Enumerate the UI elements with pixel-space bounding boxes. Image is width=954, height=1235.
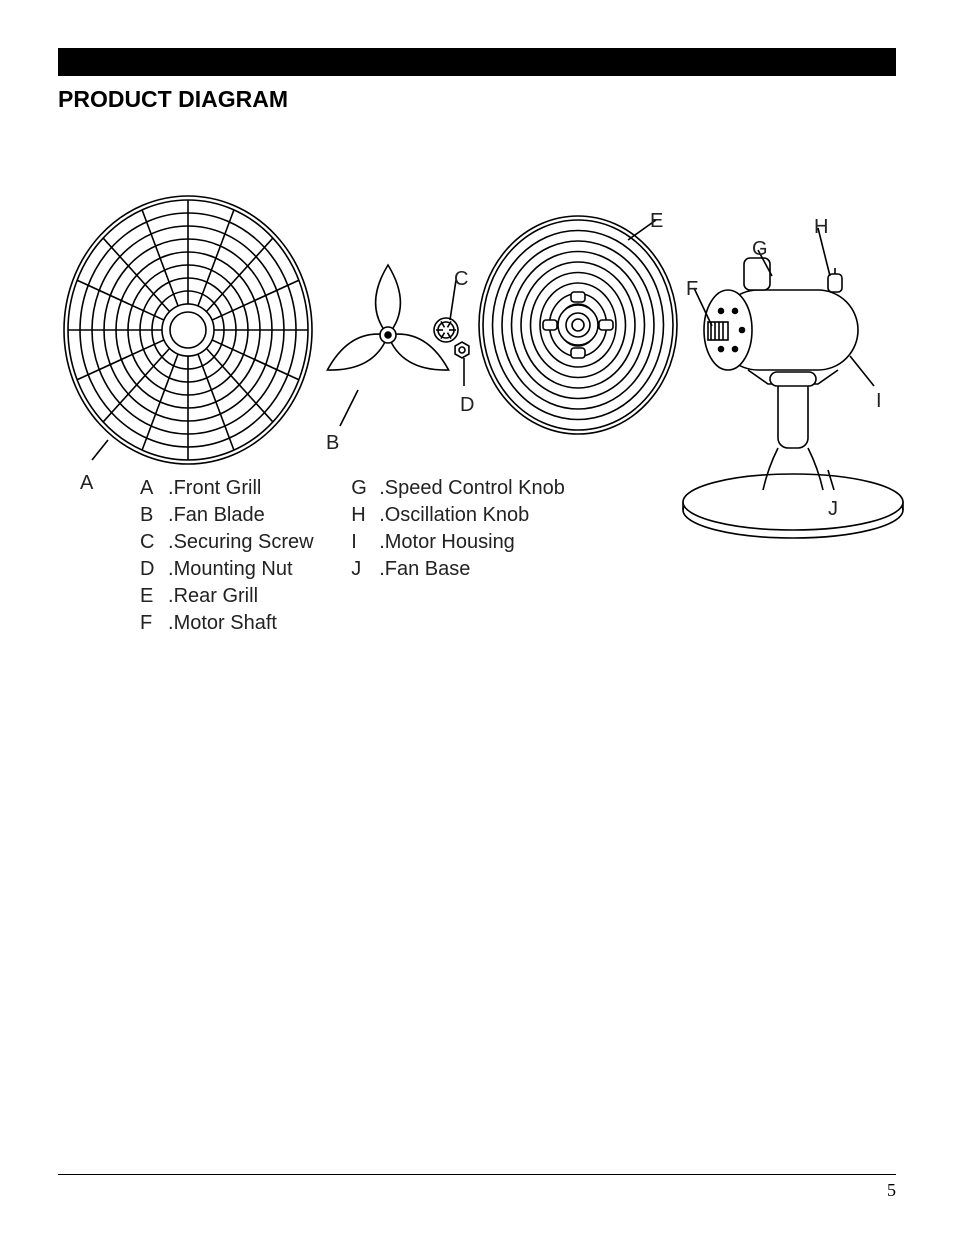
callout-a: A	[80, 472, 93, 495]
section-title: PRODUCT DIAGRAM	[58, 86, 288, 113]
callout-h: H	[814, 216, 828, 239]
legend-item: E. Rear Grill	[140, 583, 314, 610]
legend-item: J. Fan Base	[351, 556, 565, 583]
legend-item: I. Motor Housing	[351, 529, 565, 556]
legend-item: F. Motor Shaft	[140, 610, 314, 637]
legend-item: H. Oscillation Knob	[351, 502, 565, 529]
header-bar	[58, 48, 896, 76]
callout-j: J	[828, 498, 838, 521]
callout-g: G	[752, 238, 768, 261]
callout-f: F	[686, 278, 698, 301]
callout-d: D	[460, 394, 474, 417]
callout-e: E	[650, 210, 663, 233]
legend-item: D. Mounting Nut	[140, 556, 314, 583]
legend-item: C. Securing Screw	[140, 529, 314, 556]
page-number: 5	[887, 1180, 896, 1201]
legend-item: G. Speed Control Knob	[351, 475, 565, 502]
page: PRODUCT DIAGRAM A B C D E F G H I J A. Front Gril…	[0, 0, 954, 1235]
footer-rule	[58, 1174, 896, 1175]
legend-item: A. Front Grill	[140, 475, 314, 502]
legend-item: B. Fan Blade	[140, 502, 314, 529]
callout-c: C	[454, 268, 468, 291]
callout-b: B	[326, 432, 339, 455]
callout-i: I	[876, 390, 882, 413]
parts-legend: A. Front Grill B. Fan Blade C. Securing …	[140, 475, 565, 637]
